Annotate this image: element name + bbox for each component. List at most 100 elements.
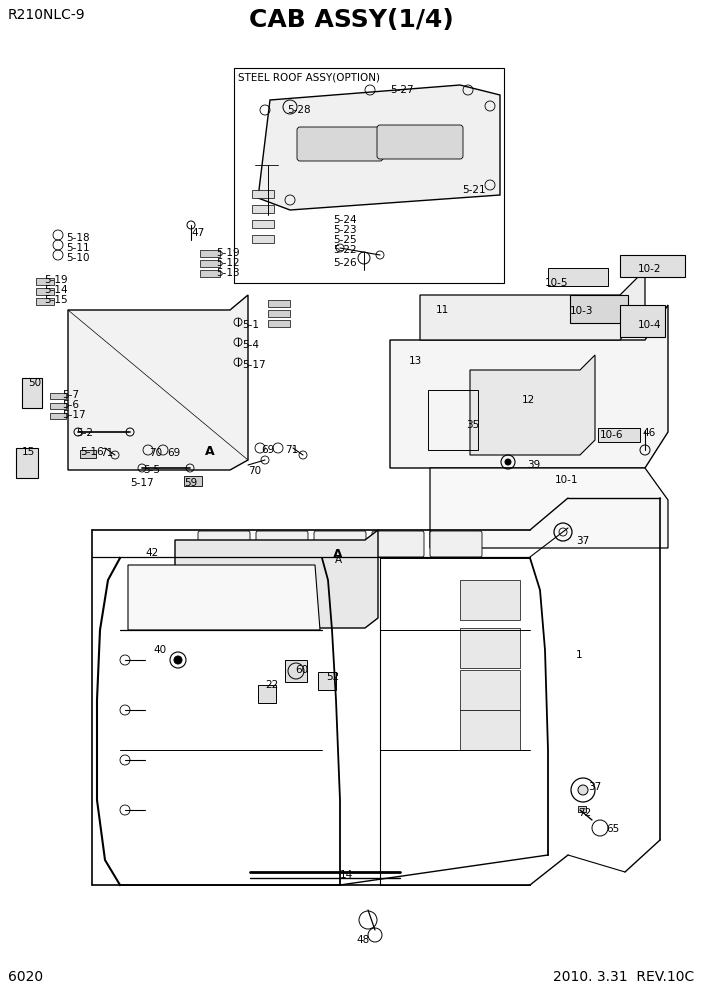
Bar bbox=[200, 250, 220, 257]
Text: 72: 72 bbox=[578, 808, 591, 818]
Text: 5-4: 5-4 bbox=[242, 340, 259, 350]
Text: 5-17: 5-17 bbox=[242, 360, 265, 370]
Bar bbox=[258, 685, 276, 703]
Text: A: A bbox=[205, 445, 215, 458]
Bar bbox=[50, 413, 66, 419]
FancyBboxPatch shape bbox=[314, 531, 366, 557]
Text: 37: 37 bbox=[588, 782, 601, 792]
Text: 5-28: 5-28 bbox=[287, 105, 310, 115]
Circle shape bbox=[578, 785, 588, 795]
Bar bbox=[620, 255, 685, 277]
Text: 69: 69 bbox=[261, 445, 274, 455]
Bar bbox=[428, 390, 478, 450]
Text: 5-27: 5-27 bbox=[390, 85, 413, 95]
Bar bbox=[318, 672, 336, 690]
Bar bbox=[598, 428, 640, 442]
Bar bbox=[268, 300, 290, 307]
Circle shape bbox=[505, 459, 511, 465]
Text: 14: 14 bbox=[340, 870, 353, 880]
Text: 22: 22 bbox=[265, 680, 278, 690]
Bar bbox=[252, 205, 274, 213]
Text: 5-22: 5-22 bbox=[333, 245, 357, 255]
Text: 5-11: 5-11 bbox=[66, 243, 90, 253]
Text: 13: 13 bbox=[409, 356, 422, 366]
Text: 10-3: 10-3 bbox=[570, 306, 593, 316]
Text: 10-5: 10-5 bbox=[545, 278, 569, 288]
Polygon shape bbox=[175, 530, 378, 628]
Bar bbox=[234, 68, 504, 283]
Text: 48: 48 bbox=[356, 935, 369, 945]
Bar bbox=[22, 378, 42, 408]
Text: 5-17: 5-17 bbox=[130, 478, 154, 488]
Circle shape bbox=[174, 656, 182, 664]
Bar bbox=[570, 295, 628, 323]
Bar bbox=[50, 393, 66, 399]
Polygon shape bbox=[258, 85, 500, 210]
Polygon shape bbox=[390, 305, 668, 468]
Bar bbox=[184, 476, 202, 486]
Bar bbox=[36, 288, 54, 295]
Text: 12: 12 bbox=[522, 395, 535, 405]
Text: 5-10: 5-10 bbox=[66, 253, 89, 263]
Text: 5-17: 5-17 bbox=[62, 410, 86, 420]
Text: 5-19: 5-19 bbox=[216, 248, 239, 258]
Text: 35: 35 bbox=[466, 420, 479, 430]
Text: CAB ASSY(1/4): CAB ASSY(1/4) bbox=[249, 8, 453, 32]
Bar bbox=[200, 270, 220, 277]
Text: 5-14: 5-14 bbox=[44, 285, 67, 295]
FancyBboxPatch shape bbox=[430, 531, 482, 557]
Bar bbox=[620, 305, 665, 337]
Text: 50: 50 bbox=[28, 378, 41, 388]
Text: A: A bbox=[335, 555, 342, 565]
Bar bbox=[578, 806, 586, 812]
Text: A: A bbox=[333, 548, 343, 561]
Bar bbox=[50, 403, 66, 409]
Text: 60: 60 bbox=[295, 665, 308, 675]
Text: 5-5: 5-5 bbox=[143, 465, 160, 475]
Bar bbox=[36, 298, 54, 305]
Bar bbox=[16, 448, 38, 478]
Text: 59: 59 bbox=[184, 478, 197, 488]
Text: 71: 71 bbox=[285, 445, 298, 455]
Text: 1: 1 bbox=[576, 650, 583, 660]
Text: 71: 71 bbox=[100, 448, 113, 458]
Text: 5-23: 5-23 bbox=[333, 225, 357, 235]
Text: 52: 52 bbox=[326, 672, 339, 682]
Text: 5-21: 5-21 bbox=[462, 185, 486, 195]
Text: 11: 11 bbox=[436, 305, 449, 315]
Text: 5-13: 5-13 bbox=[216, 268, 239, 278]
Text: R210NLC-9: R210NLC-9 bbox=[8, 8, 86, 22]
Text: 5-12: 5-12 bbox=[216, 258, 239, 268]
Text: 47: 47 bbox=[191, 228, 204, 238]
Bar bbox=[252, 190, 274, 198]
Text: 10-1: 10-1 bbox=[555, 475, 578, 485]
Text: 5-16: 5-16 bbox=[80, 447, 104, 457]
Polygon shape bbox=[68, 295, 248, 470]
Text: 5-24: 5-24 bbox=[333, 215, 357, 225]
Text: 15: 15 bbox=[22, 447, 35, 457]
Text: 6020: 6020 bbox=[8, 970, 43, 984]
Text: 39: 39 bbox=[527, 460, 541, 470]
Text: 5-25: 5-25 bbox=[333, 235, 357, 245]
Bar bbox=[252, 220, 274, 228]
Text: 5-6: 5-6 bbox=[62, 400, 79, 410]
Text: 46: 46 bbox=[642, 428, 655, 438]
Text: 5-26: 5-26 bbox=[333, 258, 357, 268]
Text: 37: 37 bbox=[576, 536, 589, 546]
Bar bbox=[252, 235, 274, 243]
Text: 10-6: 10-6 bbox=[600, 430, 623, 440]
Text: 2010. 3.31  REV.10C: 2010. 3.31 REV.10C bbox=[552, 970, 694, 984]
Text: 70: 70 bbox=[149, 448, 162, 458]
Bar bbox=[460, 628, 520, 668]
Text: 69: 69 bbox=[167, 448, 180, 458]
Text: 42: 42 bbox=[145, 548, 158, 558]
Text: 10-2: 10-2 bbox=[638, 264, 661, 274]
FancyBboxPatch shape bbox=[256, 531, 308, 557]
FancyBboxPatch shape bbox=[377, 125, 463, 159]
FancyBboxPatch shape bbox=[198, 531, 250, 557]
Text: 40: 40 bbox=[153, 645, 166, 655]
Text: 70: 70 bbox=[248, 466, 261, 476]
Bar bbox=[36, 278, 54, 285]
Text: 10-4: 10-4 bbox=[638, 320, 661, 330]
Bar bbox=[80, 450, 96, 458]
